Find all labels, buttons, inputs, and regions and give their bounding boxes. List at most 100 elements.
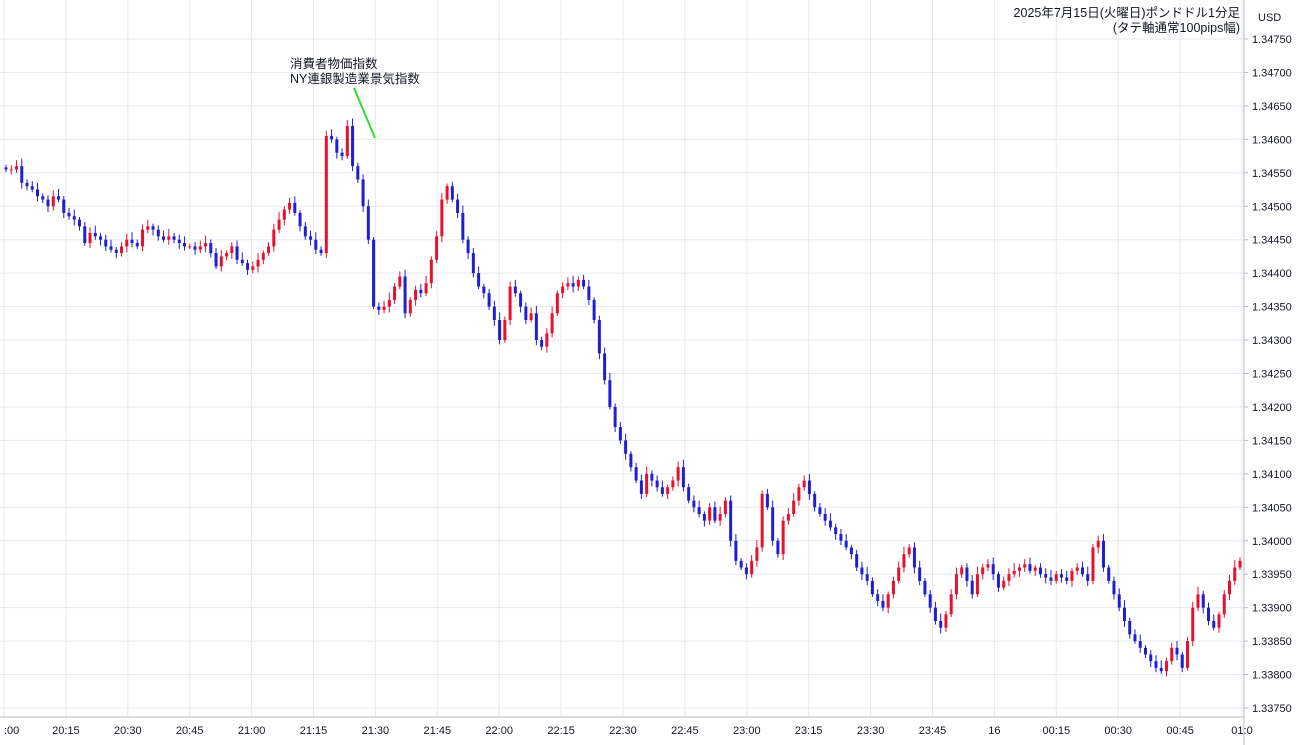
candle-down [1117,594,1121,608]
candle-down [776,540,780,555]
time-tick-label: 00:15 [1043,725,1071,737]
candle-down [104,239,108,247]
chart-title: 2025年7月15日(火曜日)ポンドドル1分足 (タテ軸通常100pips幅) [1014,6,1241,35]
candle-down [928,594,932,608]
candle-up [792,500,796,514]
candle-up [981,567,985,575]
candle-down [1059,574,1063,578]
candle-down [744,567,748,575]
candle-up [256,259,260,267]
time-tick-label: 22:15 [547,725,575,737]
time-tick-label: 22:45 [671,725,699,737]
candle-up [445,186,449,200]
candle-down [1143,647,1147,655]
price-tick-label: 1.34200 [1252,402,1292,414]
time-tick-label: 21:30 [362,725,390,737]
candle-down [492,306,496,320]
candle-up [1191,607,1195,642]
candle-down [713,507,717,521]
candle-down [30,186,34,190]
candle-down [807,480,811,494]
candle-down [214,253,218,267]
candle-up [781,520,785,555]
candle-up [718,513,722,521]
price-tick-label: 1.33850 [1252,636,1292,648]
candle-down [162,236,166,240]
candle-down [571,283,575,287]
candle-up [760,493,764,548]
candle-down [582,279,586,287]
candle-down [1038,567,1042,575]
time-tick-label: 21:45 [424,725,452,737]
candle-down [377,306,381,310]
candle-down [765,493,769,508]
candle-up [954,574,958,595]
candle-down [172,236,176,240]
candle-up [382,306,386,310]
candle-down [62,199,66,213]
candle-down [487,293,491,307]
candle-up [125,239,129,247]
currency-label: USD [1258,12,1281,24]
price-tick-label: 1.34700 [1252,67,1292,79]
candle-down [351,125,355,167]
candle-down [4,167,8,170]
candle-up [508,286,512,320]
candle-up [230,246,234,254]
candle-up [51,196,55,207]
candle-down [99,236,103,240]
candle-down [970,580,974,595]
time-tick-label: 23:00 [733,725,761,737]
candle-up [960,567,964,575]
candle-up [1238,560,1242,568]
candle-up [393,286,397,300]
candle-up [1075,567,1079,571]
candle-up [429,259,433,284]
candle-down [681,467,685,488]
candle-down [592,299,596,320]
candle-down [135,243,139,247]
candle-up [225,253,229,257]
candle-down [823,513,827,521]
price-tick-label: 1.34650 [1252,101,1292,113]
candle-up [15,166,19,170]
candle-down [519,293,523,307]
candle-down [450,186,454,200]
candle-down [876,594,880,601]
candle-down [923,580,927,595]
candle-up [146,226,150,230]
candle-down [1107,567,1111,581]
candle-up [902,554,906,568]
candle-up [267,246,271,254]
candle-down [193,246,197,250]
candle-up [986,564,990,568]
candle-down [1159,667,1163,672]
price-tick-label: 1.34500 [1252,201,1292,213]
candle-up [288,202,292,210]
candle-down [1128,621,1132,635]
candle-down [1065,577,1069,581]
candle-up [1007,574,1011,581]
candle-down [246,263,250,270]
candle-down [1080,567,1084,575]
candle-up [676,467,680,481]
time-tick-label: 21:00 [238,725,266,737]
candle-down [1122,607,1126,622]
candle-up [1054,574,1058,581]
candle-down [477,273,481,287]
price-tick-label: 1.34400 [1252,268,1292,280]
candle-up [949,594,953,615]
price-tick-label: 1.34150 [1252,435,1292,447]
candle-down [918,567,922,581]
candle-down [1201,594,1205,608]
candle-up [503,319,507,341]
candle-up [1033,567,1037,571]
candle-up [723,500,727,514]
candle-down [309,236,313,240]
candle-down [57,196,61,200]
candle-down [613,406,617,428]
candle-up [387,299,391,307]
candle-down [687,487,691,501]
candle-down [540,340,544,347]
candle-down [93,233,97,237]
